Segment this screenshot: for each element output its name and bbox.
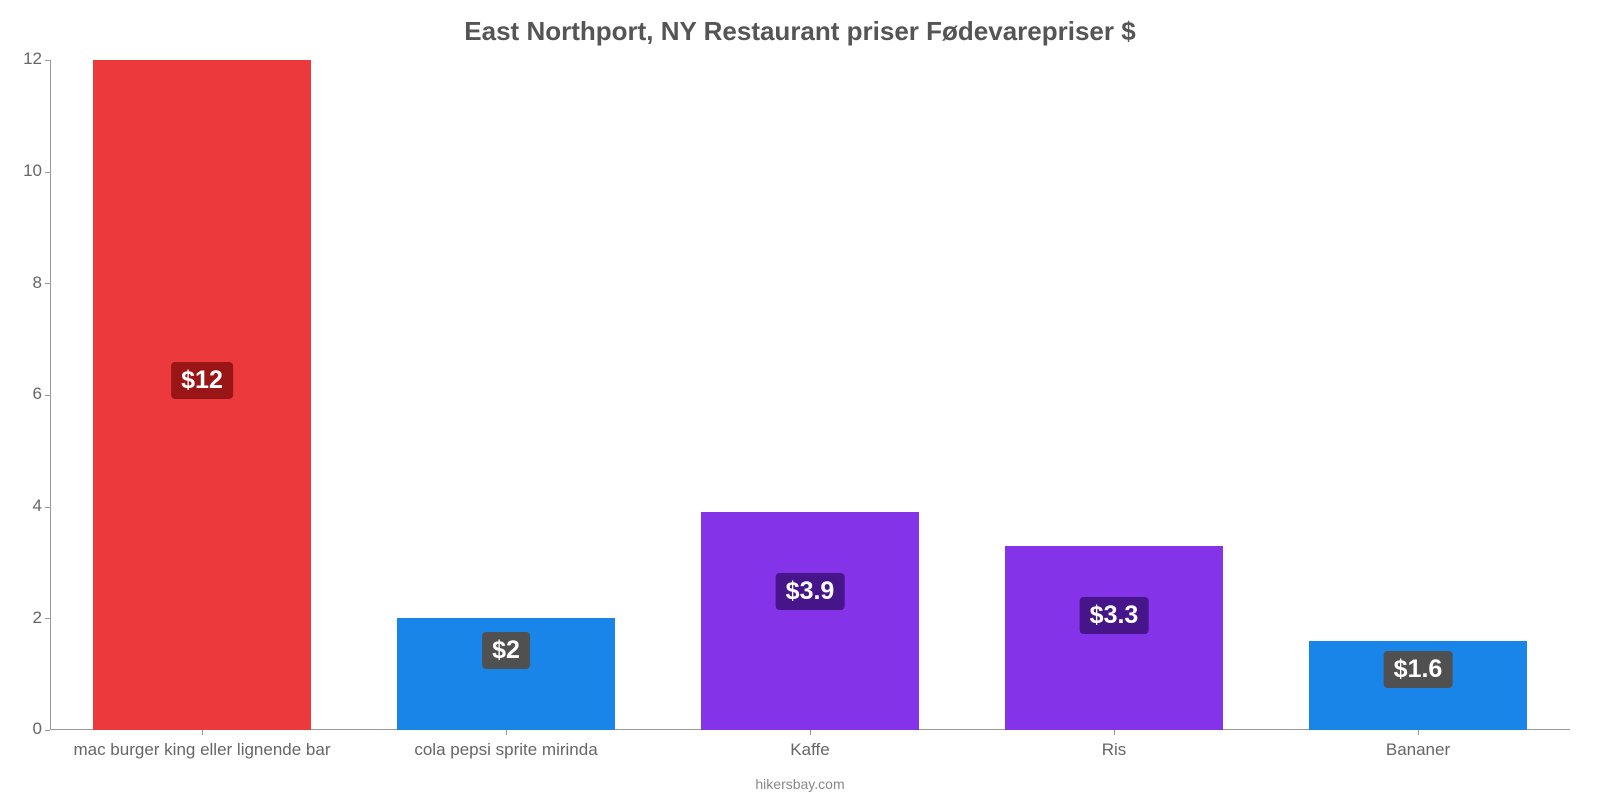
x-tick-label: Ris <box>962 740 1266 760</box>
bar-chart: East Northport, NY Restaurant priser Fød… <box>0 0 1600 800</box>
y-tick-label: 8 <box>2 273 42 293</box>
value-label: $1.6 <box>1384 651 1453 688</box>
plot-area: 024681012mac burger king eller lignende … <box>50 60 1570 730</box>
x-tick-label: cola pepsi sprite mirinda <box>354 740 658 760</box>
attribution: hikersbay.com <box>0 776 1600 792</box>
y-tick-mark <box>45 172 50 173</box>
y-tick-mark <box>45 507 50 508</box>
x-tick-mark <box>1114 730 1115 735</box>
x-tick-mark <box>202 730 203 735</box>
y-tick-label: 6 <box>2 384 42 404</box>
x-tick-label: mac burger king eller lignende bar <box>50 740 354 760</box>
y-tick-label: 12 <box>2 49 42 69</box>
x-tick-label: Bananer <box>1266 740 1570 760</box>
x-tick-label: Kaffe <box>658 740 962 760</box>
y-tick-mark <box>45 60 50 61</box>
value-label: $12 <box>171 362 233 399</box>
y-tick-label: 10 <box>2 161 42 181</box>
x-tick-mark <box>1418 730 1419 735</box>
bar <box>701 512 920 730</box>
y-tick-mark <box>45 283 50 284</box>
y-tick-label: 0 <box>2 719 42 739</box>
y-tick-mark <box>45 395 50 396</box>
y-tick-mark <box>45 618 50 619</box>
value-label: $3.9 <box>776 573 845 610</box>
x-tick-mark <box>810 730 811 735</box>
y-tick-label: 2 <box>2 608 42 628</box>
x-tick-mark <box>506 730 507 735</box>
y-tick-mark <box>45 730 50 731</box>
bar <box>1005 546 1224 730</box>
chart-title: East Northport, NY Restaurant priser Fød… <box>0 16 1600 47</box>
value-label: $3.3 <box>1080 597 1149 634</box>
y-axis-line <box>50 60 51 730</box>
y-tick-label: 4 <box>2 496 42 516</box>
value-label: $2 <box>482 632 530 669</box>
